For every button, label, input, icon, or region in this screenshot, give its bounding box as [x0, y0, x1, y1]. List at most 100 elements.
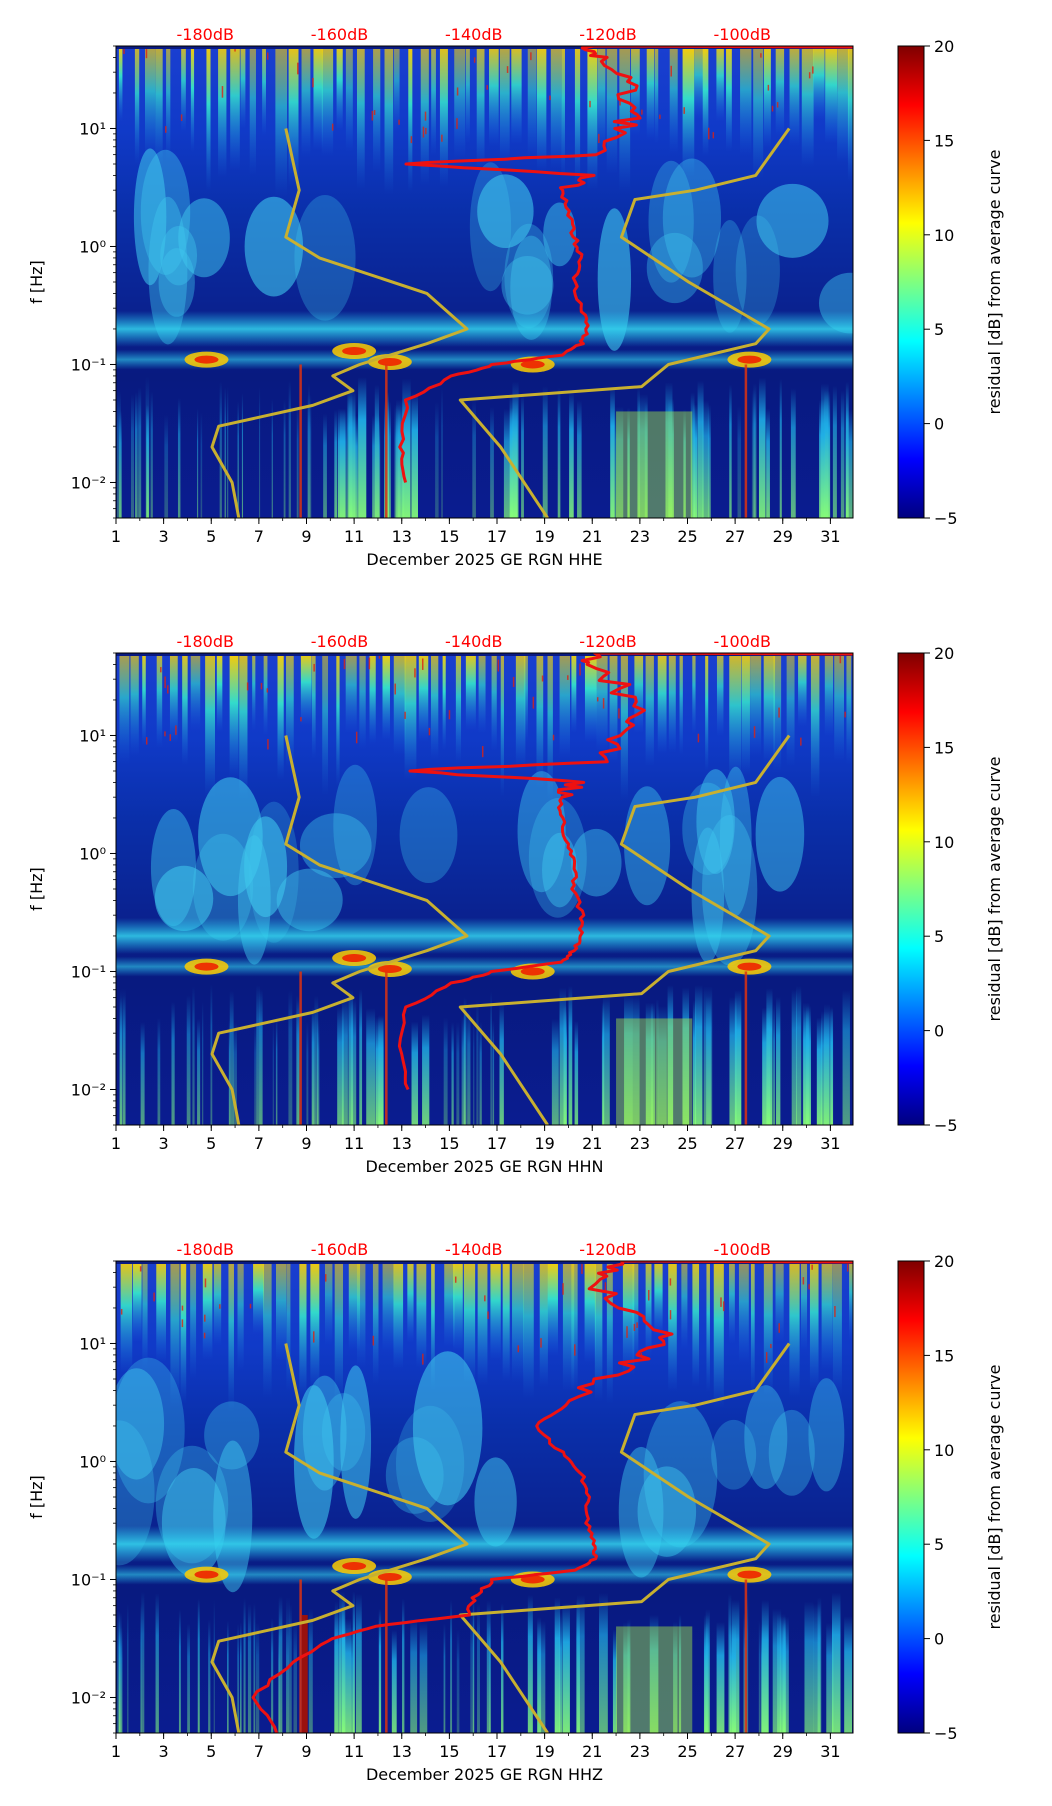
hf-noise-streak	[334, 1261, 344, 1404]
lf-noise-streak	[198, 1597, 200, 1733]
hf-noise-streak	[263, 1261, 272, 1398]
hf-fleck	[181, 1305, 184, 1311]
hf-noise-streak	[706, 1261, 710, 1393]
lf-noise-streak	[122, 995, 126, 1125]
hf-fleck	[708, 127, 710, 140]
lf-noise-streak	[673, 1621, 678, 1733]
panel-hhn: 1 3 5 7 9 11 13 15 17 19 21 23 25 27 29 3110⁻²10⁻¹10⁰10…	[27, 632, 1004, 1176]
hf-fleck	[175, 725, 177, 735]
hf-noise-streak	[622, 1261, 635, 1375]
colorbar-tick-label: 5	[934, 1535, 944, 1554]
hf-fleck	[811, 1264, 813, 1270]
hf-fleck	[456, 118, 458, 129]
hf-noise-streak	[813, 46, 825, 120]
hf-noise-streak	[181, 46, 186, 133]
hf-fleck	[778, 707, 780, 718]
hf-fleck	[267, 739, 269, 750]
hf-noise-streak	[654, 46, 659, 143]
hf-fleck	[181, 1319, 184, 1328]
lf-noise-streak	[707, 404, 711, 518]
hf-noise-streak	[455, 653, 462, 763]
hf-fleck	[579, 663, 581, 676]
hf-noise-streak	[253, 1261, 265, 1334]
lf-noise-streak	[119, 1612, 122, 1733]
hf-noise-streak	[750, 1261, 755, 1393]
hf-fleck	[669, 1310, 672, 1320]
hf-noise-streak	[512, 1261, 524, 1382]
hf-fleck	[160, 667, 162, 673]
hf-noise-streak	[229, 653, 239, 778]
colorbar-label: residual [dB] from average curve	[985, 1365, 1004, 1630]
hf-noise-streak	[729, 1261, 735, 1344]
colorbar	[897, 652, 925, 1126]
hotspot-core	[342, 347, 367, 356]
hf-fleck	[581, 1263, 583, 1274]
lf-noise-streak	[350, 998, 357, 1125]
hf-noise-streak	[134, 46, 140, 165]
y-tick-label: 10¹	[79, 726, 106, 745]
lf-noise-streak	[271, 399, 273, 518]
lf-noise-streak	[150, 391, 153, 518]
hf-noise-streak	[393, 653, 406, 755]
x-tick-label: 29	[773, 527, 793, 546]
lf-noise-streak	[499, 1003, 504, 1125]
microseism-blob	[474, 1457, 517, 1547]
x-tick-label: 23	[630, 1134, 650, 1153]
db-tick-label: -100dB	[714, 1240, 771, 1259]
lf-noise-streak	[716, 1622, 725, 1733]
x-tick-label: 7	[254, 1742, 264, 1761]
hf-noise-streak	[130, 653, 139, 756]
hf-noise-streak	[632, 1261, 639, 1368]
hf-noise-streak	[654, 1261, 663, 1336]
lf-noise-streak	[255, 1622, 260, 1733]
lf-noise-streak	[141, 1591, 145, 1733]
lf-noise-streak	[832, 385, 837, 518]
microseism-blob	[504, 223, 554, 329]
hf-fleck	[378, 654, 381, 659]
lf-noise-streak	[796, 986, 802, 1125]
y-tick-label: 10¹	[79, 1334, 106, 1353]
lf-noise-streak	[227, 387, 229, 518]
yellow-curve-nhnm	[458, 127, 791, 518]
x-tick-label: 27	[725, 1742, 745, 1761]
x-tick-label: 29	[773, 1134, 793, 1153]
hf-noise-streak	[430, 653, 439, 759]
yellow-curve-nhnm	[458, 734, 791, 1125]
lf-noise-streak	[819, 399, 826, 518]
hf-fleck	[487, 1311, 489, 1319]
hf-noise-streak	[237, 1261, 244, 1371]
hotspot-core	[520, 1575, 545, 1584]
hf-noise-streak	[849, 1261, 853, 1341]
lf-noise-streak	[473, 1018, 475, 1125]
hf-noise-streak	[216, 653, 223, 732]
hf-noise-streak	[393, 1261, 404, 1370]
lf-noise-streak	[729, 1624, 736, 1733]
hf-noise-streak	[478, 653, 486, 733]
lf-noise-streak	[492, 1020, 495, 1125]
hf-noise-streak	[539, 1261, 548, 1387]
lf-noise-streak	[435, 402, 439, 518]
hf-fleck	[123, 48, 125, 54]
hf-fleck	[633, 1323, 636, 1331]
lf-noise-streak	[637, 399, 641, 518]
lf-noise-streak	[668, 398, 674, 518]
hf-fleck	[722, 1301, 725, 1312]
hf-fleck	[626, 1326, 628, 1338]
hf-fleck	[448, 710, 451, 720]
hf-fleck	[760, 53, 762, 58]
hf-noise-streak	[694, 46, 707, 119]
lf-noise-streak	[563, 1005, 568, 1125]
db-tick-label: -180dB	[177, 25, 234, 44]
top-edge	[116, 653, 853, 656]
lf-noise-streak	[272, 1022, 274, 1125]
hf-noise-streak	[620, 653, 628, 800]
hotspot-core	[194, 1570, 219, 1579]
hf-fleck	[712, 132, 715, 139]
hf-fleck	[812, 66, 814, 74]
lf-noise-streak	[845, 409, 853, 518]
lf-noise-streak	[476, 1000, 479, 1125]
lf-noise-streak	[790, 388, 796, 518]
lf-noise-streak	[140, 1022, 145, 1125]
y-tick-label: 10⁰	[79, 844, 106, 863]
hf-fleck	[532, 696, 535, 709]
